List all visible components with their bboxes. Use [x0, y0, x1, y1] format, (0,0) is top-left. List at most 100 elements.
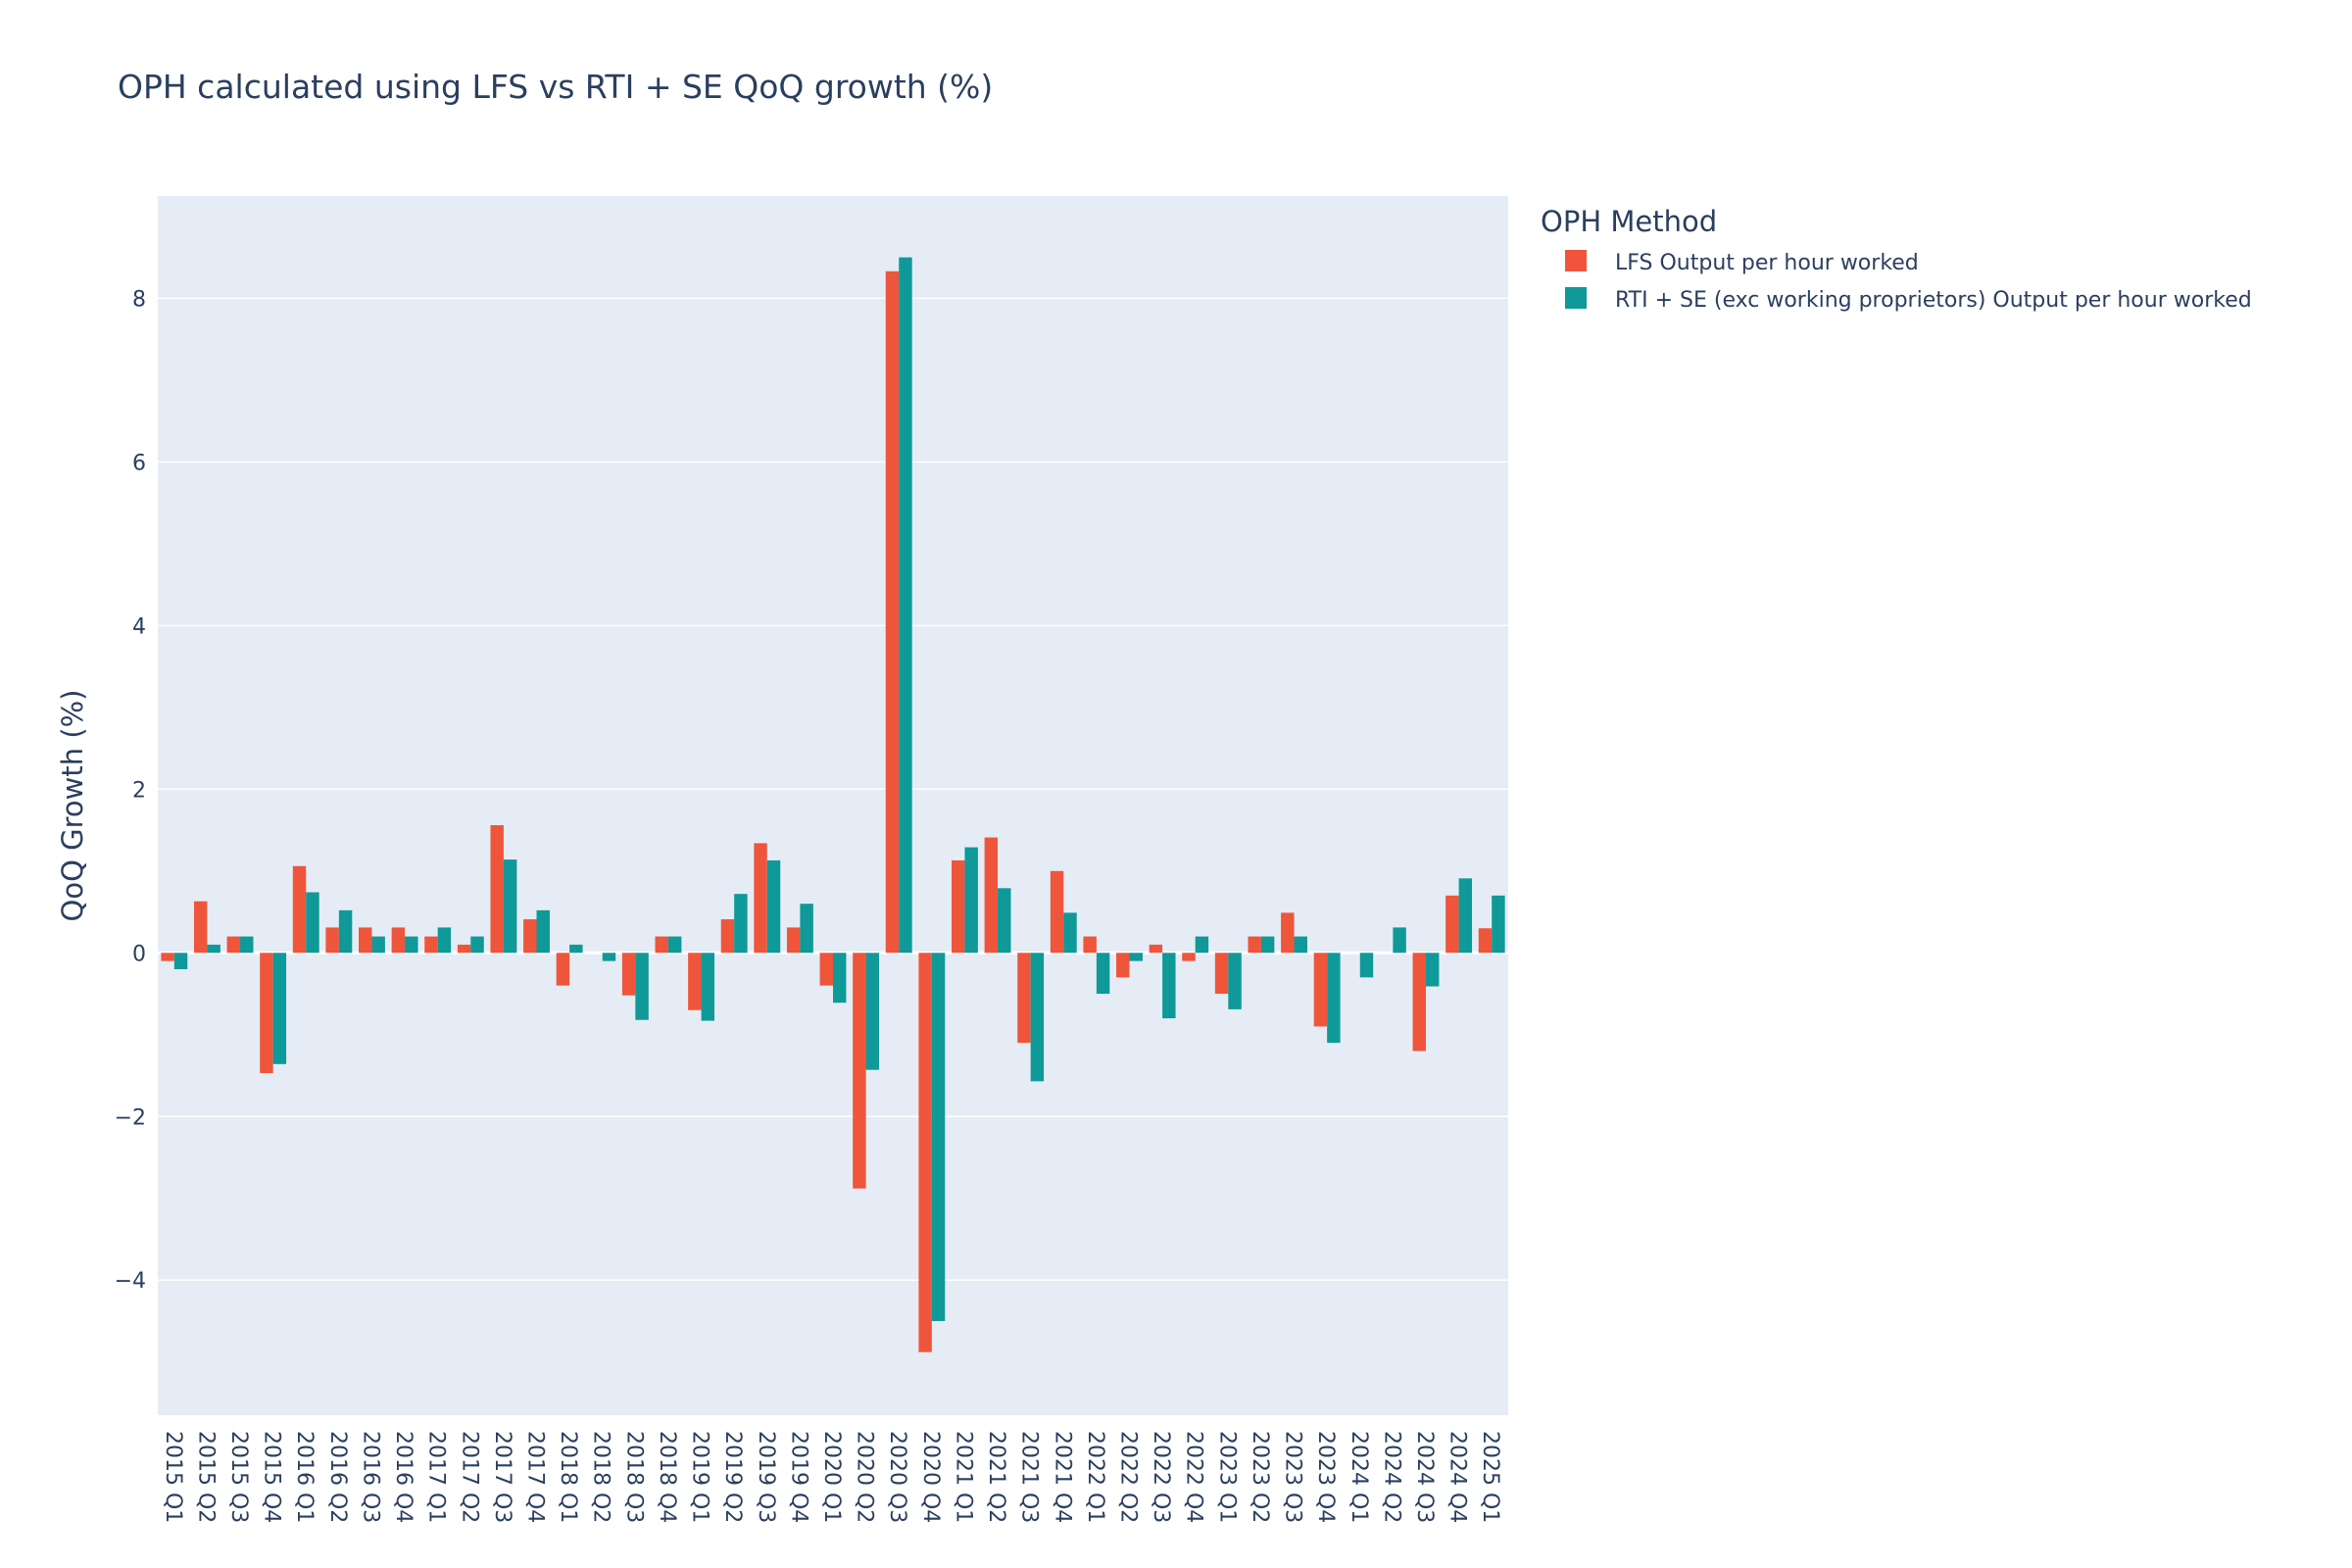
- x-tick-label: 2016 Q3: [358, 1431, 382, 1523]
- bar-lfs-2022-q4[interactable]: [1182, 953, 1196, 961]
- bar-lfs-2020-q1[interactable]: [819, 953, 833, 986]
- bar-lfs-2023-q3[interactable]: [1281, 912, 1295, 954]
- legend-label-lfs: LFS Output per hour worked: [1615, 251, 1919, 275]
- x-tick-label: 2017 Q2: [457, 1431, 481, 1523]
- bar-lfs-2022-q2[interactable]: [1116, 953, 1130, 978]
- bar-rti-se-2015-q2[interactable]: [207, 944, 220, 954]
- bar-lfs-2018-q4[interactable]: [655, 936, 668, 954]
- bar-lfs-2018-q1[interactable]: [556, 953, 570, 986]
- bar-lfs-2021-q2[interactable]: [984, 837, 999, 954]
- bar-lfs-2020-q2[interactable]: [853, 953, 866, 1189]
- bar-lfs-2022-q1[interactable]: [1083, 936, 1097, 954]
- x-tick-label: 2019 Q4: [786, 1431, 810, 1523]
- bar-lfs-2015-q4[interactable]: [260, 953, 273, 1074]
- legend-item-rti-se[interactable]: RTI + SE (exc working proprietors) Outpu…: [1565, 287, 2252, 313]
- bar-rti-se-2022-q3[interactable]: [1162, 953, 1176, 1019]
- bar-lfs-2016-q2[interactable]: [325, 927, 339, 954]
- bar-lfs-2022-q3[interactable]: [1149, 944, 1163, 954]
- bar-lfs-2023-q1[interactable]: [1214, 953, 1229, 995]
- bar-rti-se-2021-q4[interactable]: [1063, 912, 1077, 954]
- bar-rti-se-2025-q1[interactable]: [1492, 895, 1505, 954]
- bar-lfs-2024-q3[interactable]: [1412, 953, 1426, 1052]
- bar-rti-se-2021-q1[interactable]: [964, 847, 978, 954]
- bar-rti-se-2016-q3[interactable]: [371, 936, 385, 954]
- bar-lfs-2019-q3[interactable]: [754, 843, 767, 954]
- legend-label-rti-se: RTI + SE (exc working proprietors) Outpu…: [1615, 288, 2252, 313]
- bar-rti-se-2015-q1[interactable]: [173, 953, 188, 969]
- bar-rti-se-2021-q3[interactable]: [1030, 953, 1045, 1082]
- bar-lfs-2017-q4[interactable]: [523, 919, 537, 954]
- bar-rti-se-2016-q2[interactable]: [338, 909, 353, 954]
- bar-rti-se-2018-q1[interactable]: [569, 944, 583, 954]
- bar-rti-se-2020-q3[interactable]: [899, 257, 912, 954]
- bar-lfs-2021-q4[interactable]: [1050, 870, 1064, 954]
- bar-rti-se-2019-q2[interactable]: [734, 894, 748, 954]
- bar-lfs-2019-q4[interactable]: [786, 927, 801, 954]
- bar-rti-se-2024-q3[interactable]: [1425, 953, 1440, 987]
- x-tick-label: 2020 Q2: [853, 1431, 877, 1523]
- bar-lfs-2017-q2[interactable]: [457, 944, 471, 954]
- bar-rti-se-2022-q2[interactable]: [1129, 953, 1143, 961]
- bar-rti-se-2019-q4[interactable]: [800, 904, 813, 954]
- bar-rti-se-2024-q2[interactable]: [1393, 927, 1406, 954]
- bar-rti-se-2023-q4[interactable]: [1327, 953, 1341, 1044]
- bar-rti-se-2023-q3[interactable]: [1294, 936, 1307, 954]
- bar-rti-se-2021-q2[interactable]: [998, 888, 1011, 954]
- x-tick-label: 2016 Q1: [292, 1431, 317, 1523]
- bar-lfs-2016-q3[interactable]: [359, 927, 372, 954]
- bar-lfs-2025-q1[interactable]: [1478, 928, 1493, 954]
- bar-rti-se-2016-q4[interactable]: [405, 936, 418, 954]
- bar-rti-se-2018-q2[interactable]: [602, 953, 616, 961]
- bar-lfs-2020-q3[interactable]: [885, 270, 900, 954]
- bar-rti-se-2023-q2[interactable]: [1260, 936, 1275, 954]
- x-tick-label: 2015 Q1: [161, 1431, 185, 1523]
- bar-lfs-2021-q3[interactable]: [1017, 953, 1031, 1044]
- bar-rti-se-2018-q4[interactable]: [667, 936, 682, 954]
- bar-lfs-2017-q1[interactable]: [424, 936, 438, 954]
- bar-lfs-2024-q4[interactable]: [1446, 895, 1459, 954]
- bar-lfs-2019-q1[interactable]: [688, 953, 702, 1010]
- bar-lfs-2018-q3[interactable]: [621, 953, 636, 996]
- bar-lfs-2015-q1[interactable]: [161, 953, 174, 961]
- bar-rti-se-2022-q1[interactable]: [1096, 953, 1110, 995]
- bar-rti-se-2020-q2[interactable]: [865, 953, 880, 1070]
- x-tick-label: 2023 Q1: [1214, 1431, 1239, 1523]
- bar-lfs-2023-q2[interactable]: [1248, 936, 1261, 954]
- bar-rti-se-2024-q4[interactable]: [1458, 878, 1473, 954]
- bar-rti-se-2015-q4[interactable]: [272, 953, 287, 1064]
- bar-rti-se-2019-q3[interactable]: [766, 859, 781, 954]
- bar-rti-se-2016-q1[interactable]: [306, 892, 319, 954]
- y-axis-title: QoQ Growth (%): [56, 690, 89, 922]
- bar-rti-se-2015-q3[interactable]: [240, 936, 254, 954]
- bar-rti-se-2018-q3[interactable]: [635, 953, 649, 1020]
- bar-rti-se-2024-q1[interactable]: [1359, 953, 1374, 978]
- x-tick-label: 2018 Q1: [556, 1431, 580, 1523]
- y-tick-label: 6: [132, 451, 146, 475]
- legend[interactable]: OPH Method LFS Output per hour worked RT…: [1541, 205, 2252, 313]
- bar-rti-se-2020-q1[interactable]: [833, 953, 847, 1004]
- bar-lfs-2015-q3[interactable]: [226, 936, 241, 954]
- bar-rti-se-2020-q4[interactable]: [931, 953, 946, 1321]
- y-axis-ticks: −4 −2 0 2 4 6 8: [115, 287, 146, 1294]
- bar-lfs-2020-q4[interactable]: [918, 953, 932, 1352]
- bar-lfs-2019-q2[interactable]: [720, 919, 735, 954]
- bar-lfs-2017-q3[interactable]: [490, 825, 504, 954]
- bar-rti-se-2022-q4[interactable]: [1195, 936, 1209, 954]
- chart-title: OPH calculated using LFS vs RTI + SE QoQ…: [118, 68, 993, 106]
- y-tick-label: −2: [115, 1105, 146, 1130]
- bar-rti-se-2023-q1[interactable]: [1228, 953, 1242, 1009]
- x-tick-label: 2020 Q1: [819, 1431, 844, 1523]
- bar-lfs-2023-q4[interactable]: [1313, 953, 1328, 1027]
- bar-rti-se-2017-q4[interactable]: [536, 909, 550, 954]
- bar-lfs-2016-q1[interactable]: [292, 865, 307, 954]
- bar-rti-se-2019-q1[interactable]: [701, 953, 715, 1021]
- x-tick-label: 2024 Q1: [1347, 1431, 1371, 1523]
- legend-item-lfs[interactable]: LFS Output per hour worked: [1565, 250, 1919, 275]
- bar-lfs-2016-q4[interactable]: [391, 927, 406, 954]
- bar-rti-se-2017-q1[interactable]: [437, 927, 452, 954]
- bar-lfs-2015-q2[interactable]: [193, 901, 208, 954]
- x-tick-label: 2021 Q1: [951, 1431, 975, 1523]
- bar-lfs-2021-q1[interactable]: [951, 859, 965, 954]
- bar-rti-se-2017-q2[interactable]: [470, 936, 484, 954]
- bar-rti-se-2017-q3[interactable]: [503, 859, 517, 954]
